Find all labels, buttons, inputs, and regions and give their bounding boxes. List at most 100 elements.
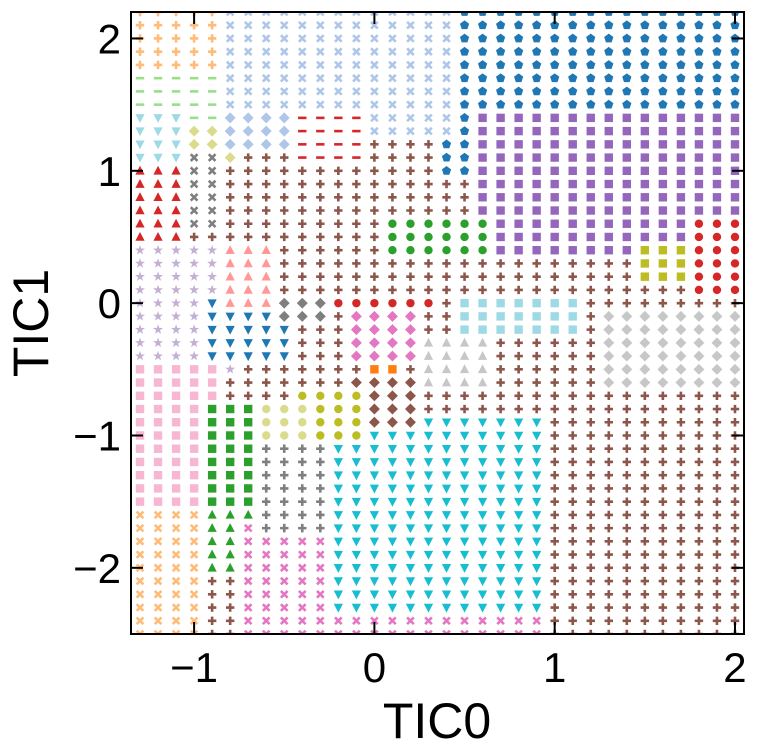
scatter-point	[189, 523, 199, 533]
scatter-point	[316, 510, 325, 520]
scatter-point	[153, 12, 163, 17]
scatter-point	[477, 86, 488, 96]
scatter-point	[207, 232, 217, 242]
scatter-point	[694, 140, 704, 149]
scatter-point	[622, 232, 632, 242]
scatter-point	[694, 563, 704, 573]
scatter-point	[424, 153, 433, 162]
scatter-point	[316, 272, 325, 281]
scatter-point	[586, 484, 595, 493]
scatter-point	[694, 431, 704, 440]
scatter-point	[298, 179, 307, 189]
scatter-point	[712, 563, 722, 573]
scatter-point	[586, 298, 595, 308]
scatter-point	[225, 298, 235, 307]
scatter-point	[514, 431, 524, 441]
scatter-point	[550, 259, 559, 268]
scatter-point	[441, 603, 452, 613]
scatter-point	[189, 431, 199, 440]
scatter-point	[171, 457, 181, 467]
scatter-point	[693, 324, 705, 336]
scatter-point	[351, 603, 361, 613]
scatter-point	[514, 140, 523, 149]
scatter-point	[658, 140, 668, 149]
scatter-point	[459, 511, 470, 520]
scatter-point	[424, 272, 433, 281]
scatter-point	[477, 99, 488, 109]
scatter-point	[477, 377, 488, 387]
scatter-point	[316, 378, 325, 387]
scatter-point	[586, 629, 595, 634]
scatter-point	[296, 297, 308, 309]
scatter-point	[693, 377, 705, 389]
scatter-point	[712, 470, 722, 480]
scatter-point	[640, 126, 650, 136]
scatter-point	[586, 73, 596, 83]
scatter-point	[243, 87, 253, 96]
scatter-point	[370, 259, 379, 268]
scatter-point	[334, 193, 343, 202]
scatter-point	[424, 20, 433, 30]
scatter-point	[153, 337, 164, 348]
scatter-point	[640, 431, 650, 440]
scatter-point	[406, 166, 415, 176]
scatter-point	[243, 470, 253, 480]
scatter-point	[153, 218, 163, 228]
scatter-point	[280, 497, 289, 506]
scatter-point	[207, 271, 218, 281]
scatter-point	[729, 337, 741, 349]
scatter-point	[316, 179, 325, 189]
scatter-point	[496, 73, 506, 83]
scatter-point	[225, 603, 235, 612]
scatter-point	[550, 298, 559, 308]
scatter-point	[550, 497, 559, 506]
scatter-point	[278, 125, 290, 137]
scatter-point	[604, 444, 613, 453]
scatter-point	[532, 312, 541, 321]
scatter-point	[532, 86, 542, 96]
scatter-point	[424, 193, 433, 202]
scatter-point	[604, 153, 613, 162]
scatter-point	[404, 337, 416, 349]
scatter-point	[550, 113, 559, 123]
scatter-point	[441, 458, 452, 467]
scatter-point	[694, 629, 704, 634]
scatter-point	[586, 33, 596, 43]
scatter-point	[586, 312, 595, 321]
scatter-point	[586, 550, 595, 559]
scatter-point	[514, 511, 524, 520]
scatter-point	[477, 537, 488, 547]
scatter-point	[280, 259, 289, 268]
scatter-point	[243, 219, 253, 228]
scatter-point	[622, 510, 632, 520]
scatter-point	[442, 12, 451, 17]
scatter-point	[135, 365, 145, 374]
scatter-point	[532, 325, 541, 334]
scatter-point	[495, 550, 506, 560]
scatter-point	[189, 629, 199, 634]
scatter-point	[478, 179, 487, 189]
scatter-point	[243, 100, 253, 109]
scatter-point	[532, 590, 542, 600]
scatter-point	[495, 564, 506, 573]
scatter-point	[478, 140, 487, 149]
scatter-point	[243, 603, 253, 612]
scatter-point	[316, 206, 325, 215]
scatter-point	[495, 484, 506, 494]
scatter-point	[225, 325, 235, 335]
scatter-point	[730, 285, 740, 295]
scatter-point	[280, 484, 289, 493]
y-tick-label: 0	[98, 280, 121, 327]
scatter-point	[442, 404, 451, 414]
scatter-point	[153, 153, 163, 163]
scatter-point	[550, 140, 559, 149]
scatter-point	[262, 193, 271, 202]
scatter-point	[640, 60, 650, 69]
scatter-point	[171, 537, 181, 546]
scatter-point	[262, 232, 271, 242]
scatter-point	[388, 34, 397, 43]
scatter-point	[386, 337, 398, 349]
scatter-point	[225, 590, 235, 599]
scatter-point	[424, 285, 433, 295]
scatter-point	[730, 113, 740, 123]
